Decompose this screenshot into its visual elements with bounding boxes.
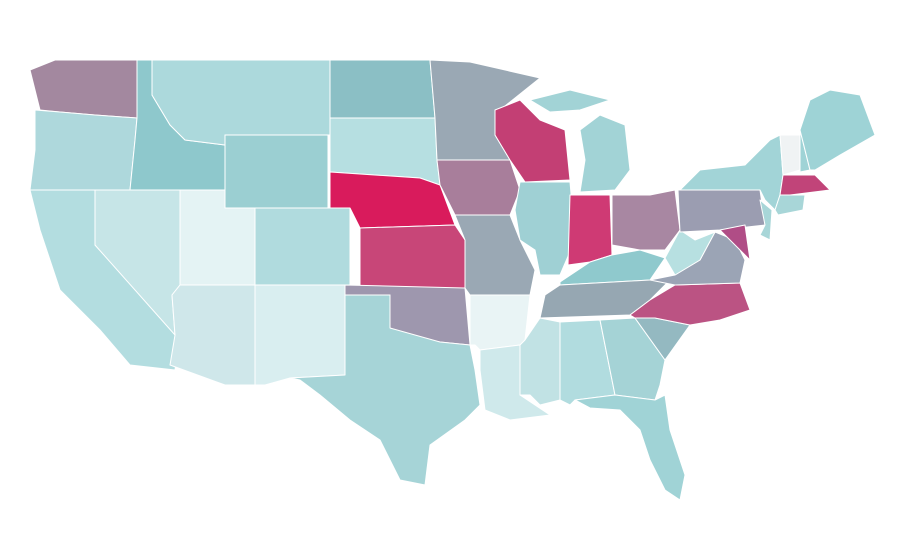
state [719, 224, 751, 261]
state [759, 199, 773, 241]
state [677, 189, 766, 233]
state [779, 134, 801, 176]
state [574, 394, 686, 501]
state [494, 99, 571, 183]
state [224, 134, 329, 209]
state [539, 274, 676, 319]
state [151, 59, 331, 146]
state [529, 89, 631, 193]
state [799, 89, 876, 171]
state [29, 59, 138, 119]
state [29, 109, 138, 191]
state [329, 59, 436, 119]
state [519, 317, 561, 406]
state [254, 207, 351, 286]
state [567, 194, 613, 266]
state [359, 224, 466, 289]
state [169, 284, 256, 386]
state [289, 294, 481, 486]
state [774, 194, 806, 216]
state [436, 159, 521, 216]
state [254, 284, 346, 386]
state [469, 294, 531, 351]
state [629, 282, 751, 326]
state [611, 189, 681, 251]
state [779, 174, 831, 196]
